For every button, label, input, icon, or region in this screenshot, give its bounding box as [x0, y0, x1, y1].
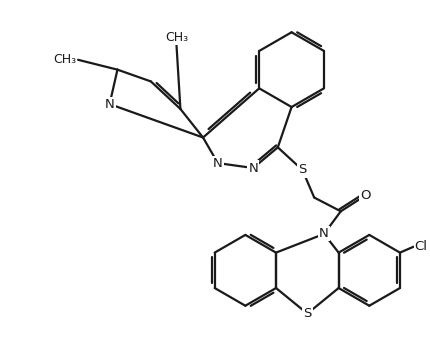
- Text: N: N: [319, 227, 329, 240]
- Text: S: S: [298, 164, 307, 176]
- Text: S: S: [303, 307, 311, 320]
- Text: N: N: [249, 162, 258, 174]
- Text: CH₃: CH₃: [165, 31, 188, 44]
- Text: N: N: [105, 98, 114, 111]
- Text: N: N: [319, 227, 329, 240]
- Text: Cl: Cl: [415, 240, 427, 253]
- Text: O: O: [360, 189, 371, 202]
- Text: S: S: [303, 307, 311, 320]
- Text: N: N: [105, 98, 114, 111]
- Text: O: O: [360, 189, 371, 202]
- Text: N: N: [249, 162, 258, 174]
- Text: S: S: [298, 164, 307, 176]
- Text: CH₃: CH₃: [53, 53, 76, 66]
- Text: N: N: [213, 156, 223, 170]
- Text: N: N: [213, 156, 223, 170]
